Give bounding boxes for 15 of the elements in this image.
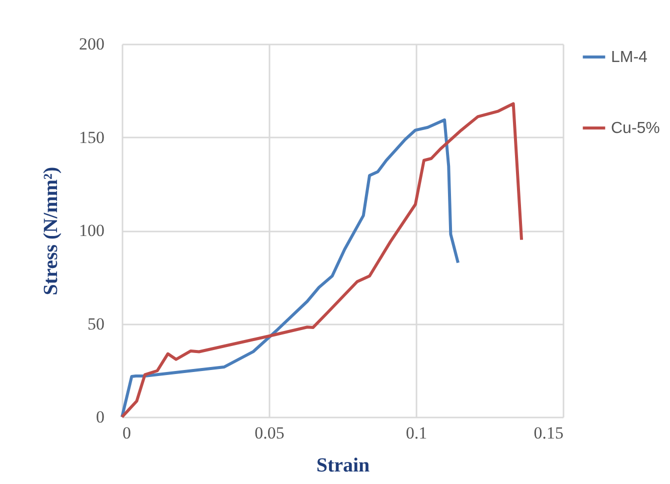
legend-label: LM-4: [611, 49, 648, 66]
y-tick-label: 150: [79, 128, 104, 147]
y-tick-label: 100: [79, 221, 104, 240]
x-tick-label: 0: [122, 424, 131, 442]
line-series: [120, 118, 460, 418]
x-tick-label: 0.15: [534, 424, 564, 442]
x-tick-label: 0.1: [406, 424, 428, 442]
y-tick-label: 200: [79, 34, 104, 54]
y-tick-label: 0: [96, 408, 104, 426]
line-series: [120, 102, 524, 418]
x-axis-title: Strain: [316, 454, 370, 476]
legend-label: Cu-5%: [611, 120, 660, 137]
y-axis-title: Stress (N/mm²): [40, 166, 62, 296]
x-tick-label: 0.05: [254, 424, 284, 442]
y-tick-label: 50: [88, 314, 104, 334]
